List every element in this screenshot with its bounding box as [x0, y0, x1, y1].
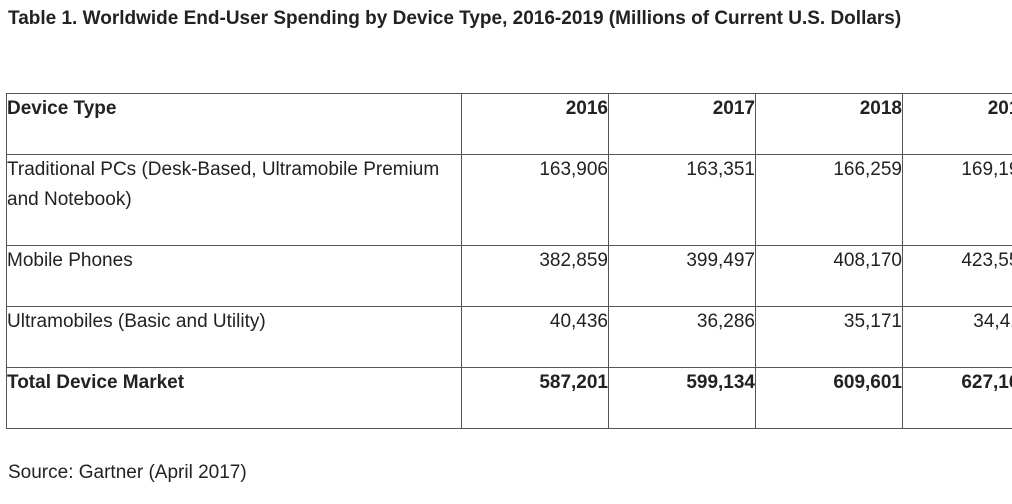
table-row: Ultramobiles (Basic and Utility) 40,436 … [6, 306, 1012, 368]
cell-value: 609,601 [755, 367, 903, 429]
cell-value: 166,259 [755, 154, 903, 246]
cell-value: 599,134 [608, 367, 756, 429]
spending-table: Device Type 2016 2017 2018 2019 Traditio… [6, 93, 1012, 429]
cell-value: 36,286 [608, 306, 756, 368]
table-header-row: Device Type 2016 2017 2018 2019 [6, 93, 1012, 155]
table-row-total: Total Device Market 587,201 599,134 609,… [6, 367, 1012, 429]
header-year-2018: 2018 [755, 93, 903, 155]
table-row: Traditional PCs (Desk-Based, Ultramobile… [6, 154, 1012, 246]
cell-value: 163,906 [461, 154, 609, 246]
row-label-total-device-market: Total Device Market [6, 367, 462, 429]
row-label-ultramobiles: Ultramobiles (Basic and Utility) [6, 306, 462, 368]
cell-value: 382,859 [461, 245, 609, 307]
cell-value: 423,558 [902, 245, 1012, 307]
row-label-traditional-pcs: Traditional PCs (Desk-Based, Ultramobile… [6, 154, 462, 246]
cell-value: 587,201 [461, 367, 609, 429]
source-note: Source: Gartner (April 2017) [8, 462, 247, 483]
header-device-type: Device Type [6, 93, 462, 155]
cell-value: 40,436 [461, 306, 609, 368]
cell-value: 35,171 [755, 306, 903, 368]
cell-value: 169,192 [902, 154, 1012, 246]
cell-value: 163,351 [608, 154, 756, 246]
cell-value: 34,411 [902, 306, 1012, 368]
row-label-mobile-phones: Mobile Phones [6, 245, 462, 307]
header-year-2019: 2019 [902, 93, 1012, 155]
cell-value: 408,170 [755, 245, 903, 307]
cell-value: 627,161 [902, 367, 1012, 429]
header-year-2016: 2016 [461, 93, 609, 155]
table-row: Mobile Phones 382,859 399,497 408,170 42… [6, 245, 1012, 307]
table-title: Table 1. Worldwide End-User Spending by … [8, 8, 902, 29]
header-year-2017: 2017 [608, 93, 756, 155]
cell-value: 399,497 [608, 245, 756, 307]
